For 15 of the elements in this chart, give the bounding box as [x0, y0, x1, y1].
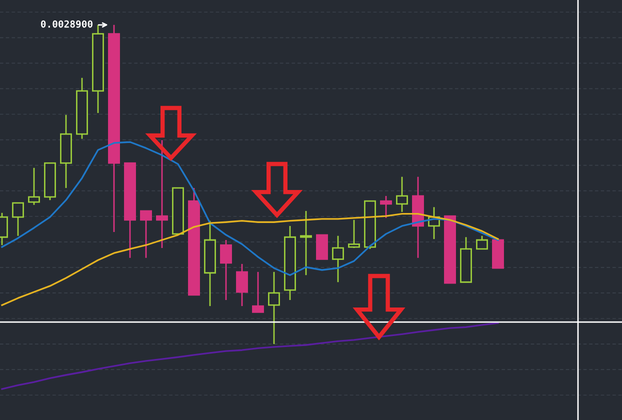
- candlestick: [268, 271, 280, 345]
- candlestick: [380, 195, 392, 219]
- candlestick: [348, 219, 360, 249]
- candlestick: [220, 239, 232, 301]
- candlestick: [396, 176, 408, 213]
- annotation: 0.0028900: [40, 20, 92, 28]
- candlestick: [332, 235, 344, 283]
- candlestick: [300, 210, 312, 276]
- candlestick: [156, 139, 168, 249]
- candlestick: [476, 235, 488, 250]
- candlestick: [12, 202, 24, 237]
- candlestick: [28, 167, 40, 206]
- candlestick: [140, 210, 152, 259]
- candlestick: [252, 271, 264, 313]
- candlestick: [236, 263, 248, 307]
